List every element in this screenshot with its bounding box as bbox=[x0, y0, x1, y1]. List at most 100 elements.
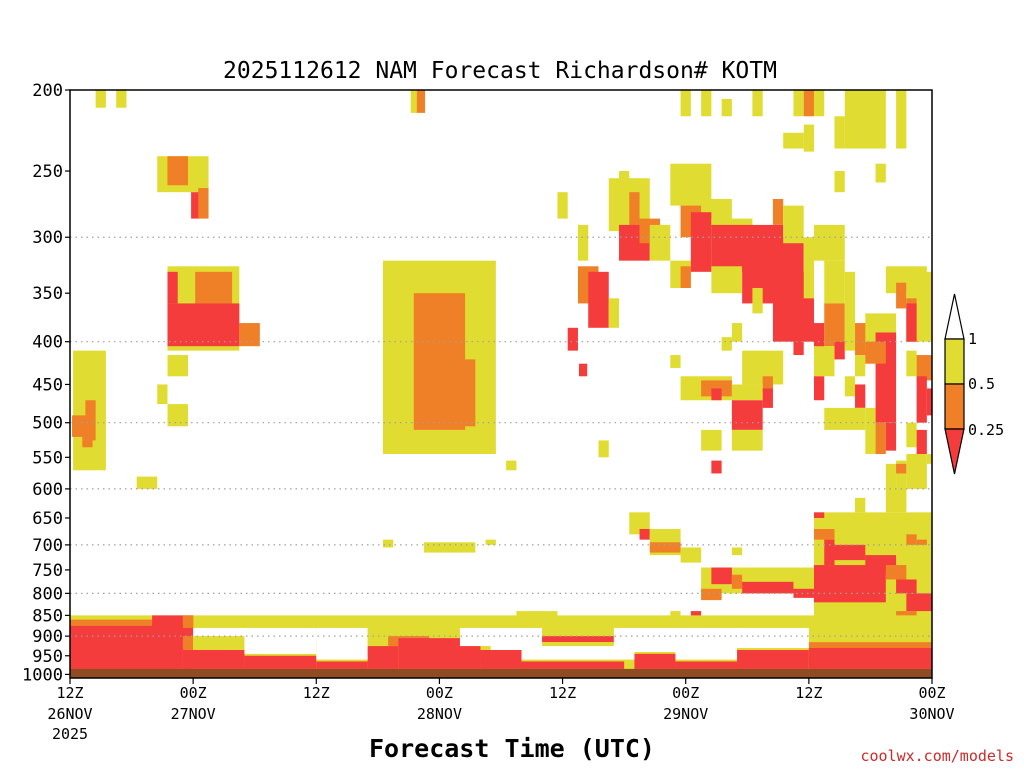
ri-cell-46 bbox=[701, 380, 732, 397]
ri-cell-161 bbox=[182, 649, 245, 669]
ri-cell-25 bbox=[424, 542, 476, 553]
ri-cell-68 bbox=[803, 237, 814, 299]
ri-cell-93 bbox=[896, 282, 907, 309]
colorbar-swatch-orange bbox=[944, 383, 965, 430]
ground-fill bbox=[70, 668, 932, 678]
x-axis: 12Z 26NOV 2025 00Z 27NOV 12Z 00Z 28NOV 12Z 00Z 29N… bbox=[47, 678, 955, 743]
ri-cell-112 bbox=[793, 90, 804, 117]
ri-cell-186 bbox=[490, 627, 543, 650]
ri-cell-91 bbox=[896, 463, 907, 474]
y-tick-label-800: 800 bbox=[32, 584, 63, 604]
ri-cell-53 bbox=[731, 429, 763, 451]
colorbar-bottom-arrow bbox=[944, 428, 965, 475]
ri-cell-137 bbox=[813, 528, 835, 540]
ri-cell-69 bbox=[731, 323, 743, 342]
ri-cell-88 bbox=[885, 422, 897, 451]
ri-cell-80 bbox=[844, 376, 856, 397]
y-tick-label-450: 450 bbox=[32, 375, 63, 395]
ri-cell-74 bbox=[824, 303, 845, 347]
chart-title: 2025112612 NAM Forecast Richardson# KOTM bbox=[223, 58, 777, 84]
ri-cell-115 bbox=[844, 90, 886, 149]
ri-cell-183 bbox=[675, 627, 738, 660]
ri-cell-105 bbox=[926, 453, 932, 464]
ri-cell-107 bbox=[701, 90, 712, 117]
ri-cell-28 bbox=[557, 192, 568, 219]
watermark: coolwx.com/models bbox=[860, 747, 1014, 765]
ri-cell-9 bbox=[191, 192, 200, 219]
ri-cell-131 bbox=[742, 581, 794, 594]
ri-cell-73 bbox=[824, 260, 845, 304]
ri-cell-150 bbox=[670, 611, 681, 620]
ri-cell-162 bbox=[244, 655, 317, 669]
ri-cell-23 bbox=[416, 90, 426, 113]
ri-cell-104 bbox=[885, 488, 907, 513]
ri-cell-77 bbox=[844, 271, 856, 351]
ri-cell-178 bbox=[244, 627, 317, 654]
ri-cell-163 bbox=[316, 661, 368, 669]
ri-cell-43 bbox=[680, 266, 691, 288]
ri-cell-31 bbox=[578, 363, 588, 377]
x-tick-date-84: 30NOV bbox=[909, 705, 954, 723]
ri-cell-1 bbox=[72, 415, 89, 437]
ri-cell-44 bbox=[670, 355, 681, 368]
ri-cell-22 bbox=[410, 90, 418, 113]
x-tick-time-60: 00Z bbox=[672, 684, 699, 702]
ri-cell-158 bbox=[193, 636, 224, 650]
ri-cell-151 bbox=[690, 611, 702, 620]
ri-cell-149 bbox=[813, 512, 825, 518]
ri-cell-176 bbox=[808, 642, 932, 649]
ri-cell-116 bbox=[834, 116, 845, 149]
ri-cell-98 bbox=[916, 355, 932, 381]
ri-cell-118 bbox=[834, 171, 845, 193]
ri-cell-141 bbox=[885, 565, 907, 580]
ri-cell-96 bbox=[906, 303, 917, 342]
ri-cell-40 bbox=[608, 298, 620, 328]
ri-cell-59 bbox=[690, 212, 712, 272]
y-tick-label-950: 950 bbox=[32, 647, 63, 667]
x-tick-date-0: 26NOV bbox=[47, 705, 92, 723]
ri-cell-39 bbox=[588, 271, 609, 328]
colorbar-label-1: 0.5 bbox=[968, 375, 995, 393]
ri-cell-4 bbox=[136, 476, 158, 489]
ri-cell-172 bbox=[634, 653, 676, 669]
x-tick-time-84: 00Z bbox=[918, 684, 945, 702]
ri-cell-139 bbox=[834, 544, 866, 561]
ri-cell-29 bbox=[577, 224, 589, 261]
ri-cell-26 bbox=[485, 539, 496, 545]
colorbar-label-2: 0.25 bbox=[968, 421, 1004, 439]
y-tick-label-400: 400 bbox=[32, 333, 63, 353]
ri-cell-3 bbox=[82, 436, 93, 448]
ri-cell-76 bbox=[834, 341, 845, 360]
y-tick-label-500: 500 bbox=[32, 414, 63, 434]
ri-cell-66 bbox=[783, 205, 804, 244]
ri-cell-175 bbox=[808, 646, 932, 669]
ri-cell-65 bbox=[752, 287, 763, 314]
x-tick-date-60: 29NOV bbox=[663, 705, 708, 723]
y-axis: 200 250 300 350 400 450 500 550 600 650 700 750 8008… bbox=[22, 81, 70, 685]
ri-cell-30 bbox=[567, 327, 578, 351]
ri-cell-34 bbox=[629, 192, 640, 232]
ri-cell-108 bbox=[721, 98, 732, 117]
ri-cell-144 bbox=[896, 611, 917, 620]
ri-cell-72 bbox=[813, 224, 845, 261]
ri-cell-37 bbox=[649, 224, 671, 261]
ri-cell-147 bbox=[916, 539, 927, 545]
ri-cell-148 bbox=[855, 497, 866, 513]
colorbar-top-arrow bbox=[944, 293, 965, 340]
x-tick-time-72: 12Z bbox=[795, 684, 822, 702]
x-tick-time-48: 12Z bbox=[549, 684, 576, 702]
ri-cell-5 bbox=[95, 90, 106, 108]
ri-cell-21 bbox=[444, 359, 476, 427]
y-tick-label-650: 650 bbox=[32, 509, 63, 529]
ri-cell-52 bbox=[762, 388, 773, 408]
ground-band bbox=[70, 668, 932, 678]
ri-cell-89 bbox=[896, 460, 907, 510]
ri-cell-153 bbox=[516, 611, 558, 620]
ri-cell-55 bbox=[711, 460, 722, 474]
ri-cell-173 bbox=[675, 661, 738, 669]
colorbar: 1 0.5 0.25 bbox=[944, 293, 1004, 475]
ri-cell-99 bbox=[916, 376, 927, 423]
ri-cell-51 bbox=[762, 376, 773, 393]
ri-cell-164 bbox=[367, 646, 399, 669]
